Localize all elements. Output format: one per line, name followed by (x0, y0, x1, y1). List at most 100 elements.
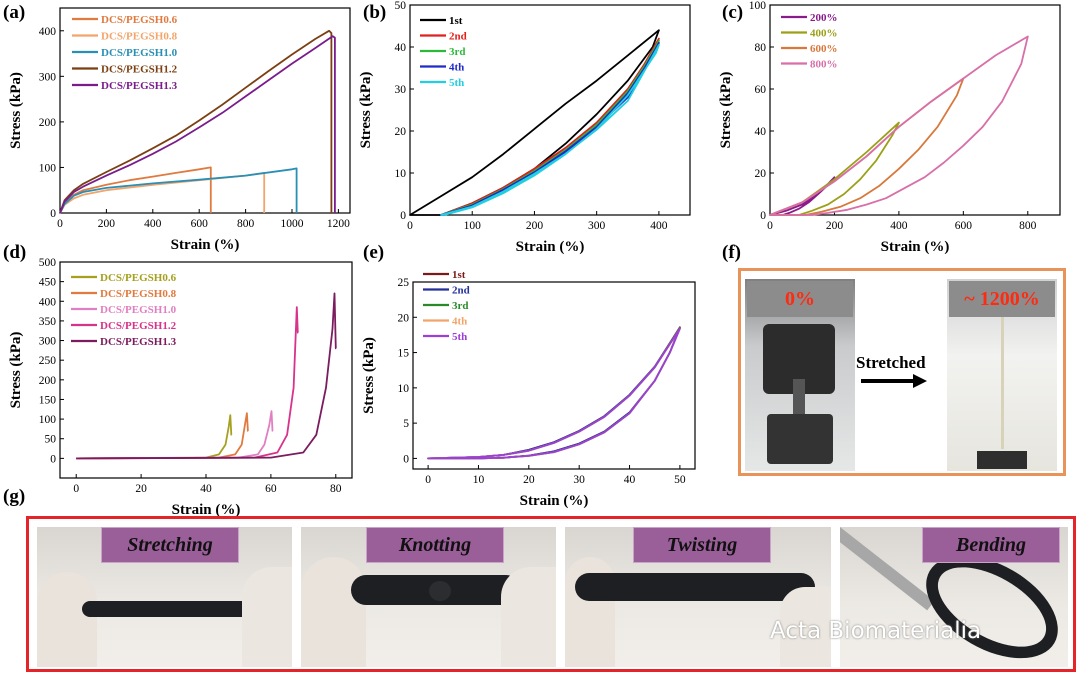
legend-label-a: DCS/PEGSH1.3 (101, 80, 178, 92)
panel-label-a: (a) (3, 2, 26, 23)
y-tick-label-e: 10 (398, 383, 410, 395)
series-line-a-5 (59, 35, 336, 214)
y-tick-label-e: 25 (398, 277, 410, 289)
plot-frame-b (409, 4, 691, 216)
series-line-d-2 (76, 412, 249, 460)
x-tick-label-d: 60 (265, 483, 277, 495)
label-zero-percent: 0% (747, 281, 853, 317)
tag-twisting: Twisting (633, 527, 771, 563)
series-line-d-5 (76, 292, 337, 460)
stretched-arrow-icon (861, 374, 927, 388)
series-line-e-4 (427, 327, 681, 460)
y-axis-label-c: Stress (kPa) (718, 72, 734, 149)
watermark-text: Acta Biomaterialia (770, 618, 982, 644)
y-tick-label-d: 300 (39, 336, 57, 348)
label-1200-percent: ~ 1200% (949, 281, 1055, 317)
plot-frame-a (59, 7, 351, 214)
series-line-a-4 (59, 29, 333, 214)
y-tick-label-c: 60 (755, 84, 767, 96)
y-tick-label-c: 0 (760, 210, 766, 222)
y-axis-label-a: Stress (kPa) (8, 72, 24, 149)
legend-label-a: DCS/PEGSH0.8 (101, 31, 178, 43)
y-tick-label-d: 450 (39, 277, 57, 289)
tag-stretching: Stretching (101, 527, 239, 563)
y-tick-label-b: 10 (395, 168, 407, 180)
hand-icon (242, 567, 292, 667)
legend-label-a: DCS/PEGSH0.6 (101, 14, 178, 26)
y-tick-label-d: 50 (45, 434, 57, 446)
panel-label-f: (f) (722, 242, 741, 263)
y-tick-label-c: 100 (749, 0, 767, 12)
hand-icon (37, 572, 97, 667)
x-tick-label-a: 800 (237, 218, 255, 230)
x-tick-label-e: 0 (425, 474, 431, 486)
y-tick-label-c: 80 (755, 42, 767, 54)
x-tick-label-e: 10 (473, 474, 485, 486)
y-tick-label-b: 50 (395, 0, 407, 12)
y-tick-label-d: 400 (39, 296, 57, 308)
x-tick-label-c: 600 (955, 220, 973, 232)
tag-bending: Bending (922, 527, 1060, 563)
x-axis-label-e: Strain (%) (520, 493, 589, 509)
stretched-label: Stretched (856, 353, 926, 372)
series-line-b-2 (440, 37, 660, 216)
y-tick-label-e: 15 (398, 348, 410, 360)
hydrogel-strip-icon (575, 573, 815, 601)
x-tick-label-e: 50 (674, 474, 686, 486)
x-tick-label-b: 400 (650, 220, 668, 232)
x-tick-label-a: 200 (98, 218, 116, 230)
legend-label-d: DCS/PEGSH1.3 (100, 336, 177, 348)
y-tick-label-c: 40 (755, 126, 767, 138)
chart-d (59, 261, 353, 479)
y-tick-label-d: 500 (39, 257, 57, 269)
x-tick-label-d: 0 (73, 483, 79, 495)
tweezers-icon (840, 527, 935, 611)
base-icon (977, 451, 1027, 469)
y-tick-label-b: 0 (400, 210, 406, 222)
legend-label-e: 4th (452, 316, 467, 328)
knot-icon (429, 581, 451, 601)
x-tick-label-c: 0 (767, 220, 773, 232)
x-tick-label-d: 40 (200, 483, 212, 495)
y-tick-label-b: 40 (395, 42, 407, 54)
panel-label-g: (g) (3, 486, 26, 507)
legend-label-c: 400% (810, 28, 838, 40)
x-axis-label-c: Strain (%) (881, 239, 950, 255)
photo-knotting (301, 527, 556, 667)
x-tick-label-b: 100 (464, 220, 482, 232)
legend-label-b: 3rd (449, 46, 466, 58)
y-tick-label-b: 20 (395, 126, 407, 138)
tag-knotting: Knotting (366, 527, 504, 563)
legend-label-e: 2nd (452, 285, 470, 297)
x-tick-label-a: 1200 (327, 218, 350, 230)
legend-label-e: 5th (452, 331, 467, 343)
series-line-b-1 (409, 29, 660, 216)
hand-icon (780, 587, 831, 667)
series-line-e-1 (427, 326, 681, 460)
chart-a (59, 7, 351, 214)
legend-label-a: DCS/PEGSH1.0 (101, 47, 178, 59)
y-tick-label-d: 250 (39, 355, 57, 367)
y-tick-label-b: 30 (395, 84, 407, 96)
chart-b (409, 4, 691, 216)
x-axis-label-a: Strain (%) (171, 237, 240, 253)
x-tick-label-e: 30 (573, 474, 585, 486)
series-line-c-1 (769, 176, 836, 216)
chart-c (769, 4, 1061, 216)
x-tick-label-a: 600 (191, 218, 209, 230)
x-tick-label-d: 20 (135, 483, 147, 495)
legend-label-e: 1st (452, 269, 466, 281)
hand-icon (301, 557, 366, 667)
y-axis-label-b: Stress (kPa) (358, 72, 374, 149)
x-axis-label-d: Strain (%) (172, 502, 241, 518)
hydrogel-strip-icon (82, 601, 272, 617)
legend-label-c: 200% (810, 12, 838, 24)
x-tick-label-e: 20 (523, 474, 535, 486)
y-tick-label-c: 20 (755, 168, 767, 180)
x-tick-label-b: 200 (526, 220, 544, 232)
series-line-b-3 (440, 39, 660, 216)
legend-label-b: 2nd (449, 31, 467, 43)
x-tick-label-c: 800 (1019, 220, 1037, 232)
panel-g-deformation-photos: Stretching Knotting Twisting Bending (26, 516, 1076, 672)
series-line-e-3 (427, 327, 681, 460)
